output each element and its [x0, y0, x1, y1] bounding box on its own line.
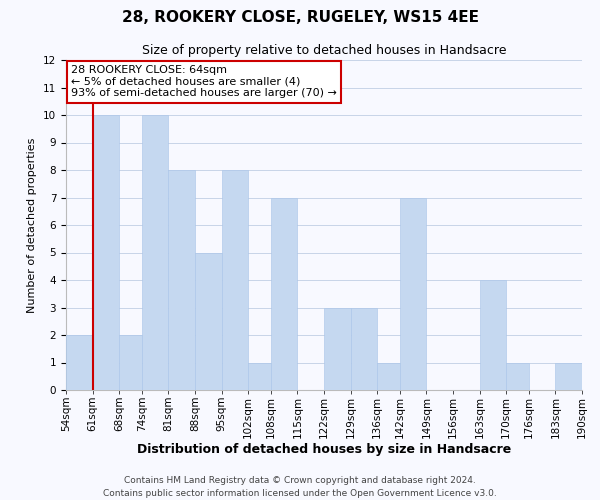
Bar [324, 308, 350, 390]
Title: Size of property relative to detached houses in Handsacre: Size of property relative to detached ho… [142, 44, 506, 58]
Text: 28 ROOKERY CLOSE: 64sqm
← 5% of detached houses are smaller (4)
93% of semi-deta: 28 ROOKERY CLOSE: 64sqm ← 5% of detached… [71, 65, 337, 98]
Text: 28, ROOKERY CLOSE, RUGELEY, WS15 4EE: 28, ROOKERY CLOSE, RUGELEY, WS15 4EE [121, 10, 479, 25]
X-axis label: Distribution of detached houses by size in Handsacre: Distribution of detached houses by size … [137, 443, 511, 456]
Bar [271, 198, 298, 390]
Y-axis label: Number of detached properties: Number of detached properties [28, 138, 37, 312]
Text: Contains HM Land Registry data © Crown copyright and database right 2024.
Contai: Contains HM Land Registry data © Crown c… [103, 476, 497, 498]
Bar [221, 170, 248, 390]
Bar [169, 170, 195, 390]
Bar [66, 335, 92, 390]
Bar [142, 115, 169, 390]
Bar [377, 362, 400, 390]
Bar [506, 362, 529, 390]
Bar [350, 308, 377, 390]
Bar [479, 280, 506, 390]
Bar [92, 115, 119, 390]
Bar [400, 198, 427, 390]
Bar [556, 362, 582, 390]
Bar [119, 335, 142, 390]
Bar [248, 362, 271, 390]
Bar [195, 252, 221, 390]
